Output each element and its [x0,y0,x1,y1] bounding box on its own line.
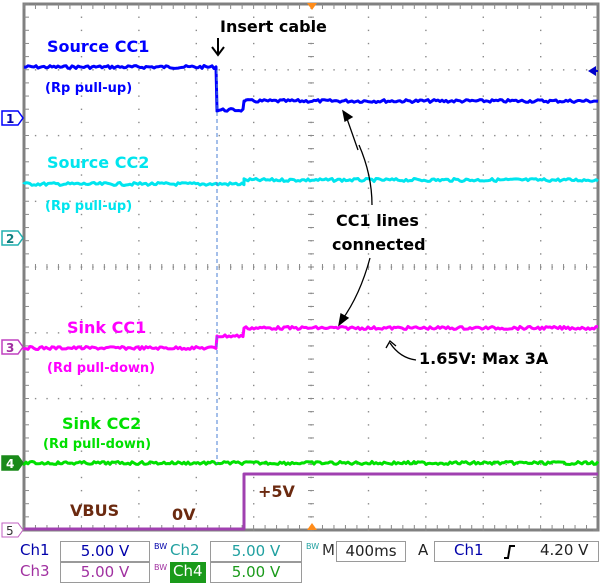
trigger-mode: A [418,541,429,559]
ch3-bandwidth-icon: BW [154,563,168,572]
timebase-value[interactable]: 400ms [336,541,406,562]
ch4-name[interactable]: Ch4 [170,562,206,583]
ch2-name[interactable]: Ch2 [170,541,200,559]
svg-text:5: 5 [6,524,14,538]
trace-sink-cc2 [22,460,600,466]
trace-source-cc2 [22,177,599,187]
cc1-lines-label: CC1 lines [336,211,419,230]
graticule-grid [23,3,598,531]
svg-text:1: 1 [6,112,14,126]
waveform-traces [22,64,600,531]
zero-volt-label: 0V [172,505,196,524]
ch1-bandwidth-icon: BW [154,542,168,551]
timebase-label: M [322,541,335,559]
source-cc2-label: Source CC2 [47,153,150,172]
channel-marker-4[interactable]: 4 [1,455,24,471]
sink-cc1-label: Sink CC1 [67,318,147,337]
sink-cc2-label: Sink CC2 [62,414,142,433]
trigger-source: Ch1 [454,541,484,559]
trace-sink-cc1 [22,325,598,351]
sink-cc2-note: (Rd pull-down) [43,437,152,452]
ch1-scale[interactable]: 5.00 V [60,541,150,562]
channel-marker-5[interactable]: 5 [1,522,24,538]
annotation-arrow-icon [338,109,417,361]
ch1-name[interactable]: Ch1 [20,541,50,559]
ch3-scale[interactable]: 5.00 V [60,562,150,583]
source-cc2-note: (Rp pull-up) [45,199,133,214]
trigger-settings[interactable] [434,541,599,562]
channel-marker-1[interactable]: 1 [1,110,24,126]
insert-cable-label: Insert cable [220,17,327,36]
connected-label: connected [332,235,426,254]
svg-text:4: 4 [6,457,14,471]
trigger-position-marker-bottom-icon [307,523,317,530]
max-3a-label: 1.65V: Max 3A [419,349,549,368]
oscilloscope-display: 1 2 3 4 5 [1,2,600,538]
sink-cc1-note: (Rd pull-down) [47,361,156,376]
rising-edge-icon [504,545,515,559]
ch4-scale[interactable]: 5.00 V [210,562,302,583]
ch3-name[interactable]: Ch3 [20,562,50,580]
trace-vbus [24,472,598,531]
vbus-label: VBUS [70,501,120,520]
plus-5v-label: +5V [258,482,295,501]
ch2-scale[interactable]: 5.00 V [210,541,302,562]
trace-source-cc1 [23,64,599,113]
source-cc1-label: Source CC1 [47,37,150,56]
insert-cable-arrow-icon [211,38,225,57]
source-cc1-note: (Rp pull-up) [45,81,133,96]
svg-text:3: 3 [6,341,14,355]
channel-marker-2[interactable]: 2 [1,230,24,246]
svg-text:2: 2 [6,232,14,246]
channel-marker-3[interactable]: 3 [1,339,24,355]
ch2-bandwidth-icon: BW [306,542,320,551]
trigger-position-marker-icon [307,3,317,10]
trigger-level: 4.20 V [540,541,589,559]
